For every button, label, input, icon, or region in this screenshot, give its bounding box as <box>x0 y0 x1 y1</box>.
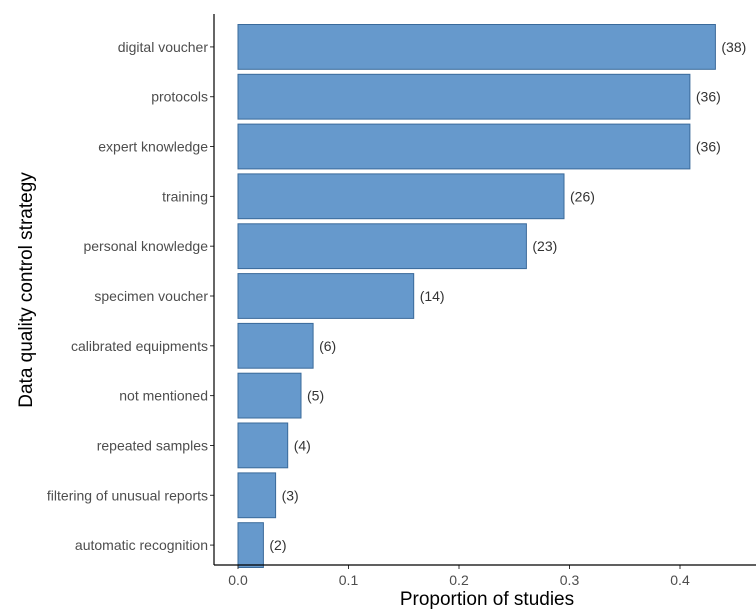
data-labels-group: (38) (36) (36) (26) (23) (14) (6) (5) (4) (3) (2) <box>269 39 746 553</box>
y-tick-label: not mentioned <box>119 388 208 404</box>
y-tick-label: automatic recognition <box>75 537 208 553</box>
data-label: (3) <box>282 487 299 503</box>
y-tick-label: expert knowledge <box>98 139 208 155</box>
y-tick-label: specimen voucher <box>94 288 208 304</box>
y-tick-label: personal knowledge <box>83 238 208 254</box>
bar-protocols <box>237 73 691 120</box>
bar-filtering-of-unusual-reports <box>237 472 277 519</box>
data-label: (38) <box>721 39 746 55</box>
data-label: (2) <box>269 537 286 553</box>
data-label: (6) <box>319 338 336 354</box>
data-label: (14) <box>420 288 445 304</box>
x-tick-label: 0.3 <box>560 572 580 588</box>
y-axis-ticks: digital voucher protocols expert knowledge… <box>47 39 214 553</box>
x-tick-label: 0.1 <box>339 572 359 588</box>
y-tick-label: digital voucher <box>118 39 209 55</box>
y-tick-label: filtering of unusual reports <box>47 487 208 503</box>
x-axis-ticks: 0.0 0.1 0.2 0.3 0.4 <box>228 565 690 588</box>
bar-personal-knowledge <box>237 223 527 270</box>
data-label: (4) <box>294 438 311 454</box>
bar-repeated-samples <box>237 422 289 469</box>
bars-group <box>237 24 716 569</box>
data-label: (23) <box>532 238 557 254</box>
bar-specimen-voucher <box>237 273 415 319</box>
bar-not-mentioned <box>237 372 302 419</box>
bar-expert-knowledge <box>237 123 691 170</box>
bar-training <box>237 173 565 220</box>
x-tick-label: 0.4 <box>670 572 690 588</box>
data-label: (5) <box>307 388 324 404</box>
bar-automatic-recognition <box>237 522 264 569</box>
y-tick-label: training <box>162 188 208 204</box>
x-tick-label: 0.2 <box>449 572 469 588</box>
y-tick-label: protocols <box>151 89 208 105</box>
bar-calibrated-equipments <box>237 322 314 369</box>
data-label: (36) <box>696 89 721 105</box>
data-label: (26) <box>570 188 595 204</box>
x-tick-label: 0.0 <box>228 572 248 588</box>
y-tick-label: calibrated equipments <box>71 338 208 354</box>
y-tick-label: repeated samples <box>97 438 208 454</box>
x-axis-title: Proportion of studies <box>400 589 574 610</box>
y-axis-title: Data quality control strategy <box>16 172 37 408</box>
data-label: (36) <box>696 139 721 155</box>
bar-digital-voucher <box>237 24 716 70</box>
